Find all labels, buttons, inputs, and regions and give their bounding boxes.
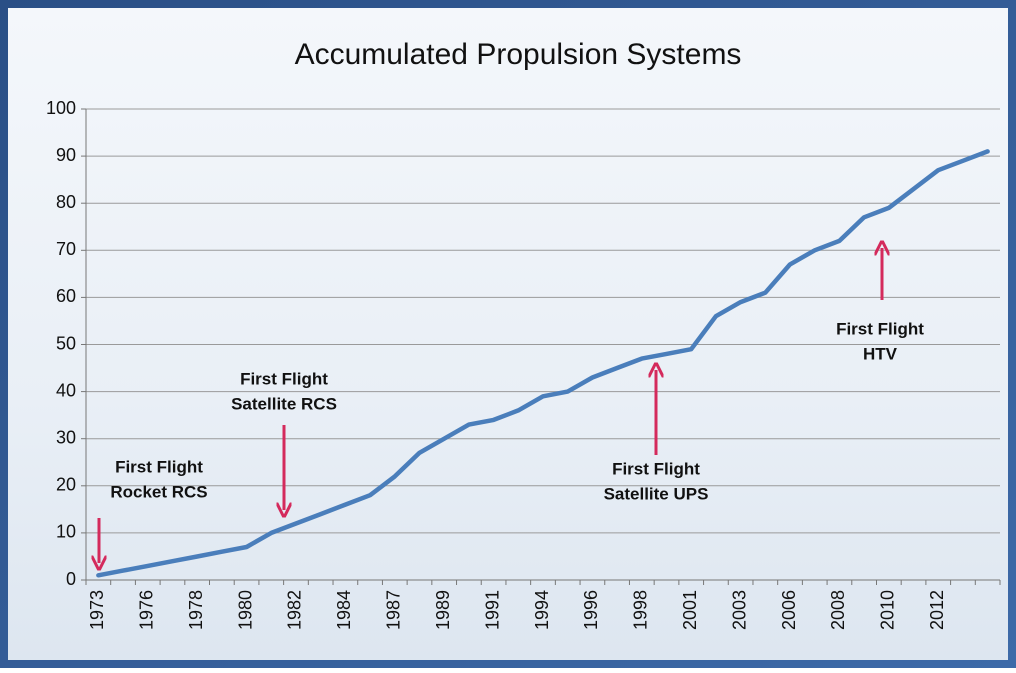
y-tick-label: 80 bbox=[56, 192, 76, 212]
chart: Accumulated Propulsion Systems 0 10 20 30 40… bbox=[0, 0, 1016, 668]
x-tick-label: 1996 bbox=[581, 590, 601, 630]
annotation-text: First Flight bbox=[240, 369, 328, 388]
x-tick-label: 1978 bbox=[186, 590, 206, 630]
x-tick-label: 1982 bbox=[285, 590, 305, 630]
y-tick-label: 90 bbox=[56, 145, 76, 165]
annotation-text: HTV bbox=[863, 344, 898, 363]
y-tick-label: 70 bbox=[56, 239, 76, 259]
y-tick-label: 40 bbox=[56, 380, 76, 400]
annotation-text: First Flight bbox=[612, 459, 700, 478]
x-tick-label: 2008 bbox=[828, 590, 848, 630]
y-tick-label: 0 bbox=[66, 569, 76, 589]
annotation-text: Rocket RCS bbox=[110, 482, 207, 501]
chart-title: Accumulated Propulsion Systems bbox=[295, 38, 742, 71]
y-tick-label: 60 bbox=[56, 286, 76, 306]
y-tick-label: 10 bbox=[56, 522, 76, 542]
x-tick-label: 1984 bbox=[334, 590, 354, 630]
x-tick-label: 2012 bbox=[927, 590, 947, 630]
x-tick-label: 1987 bbox=[384, 590, 404, 630]
x-tick-label: 1994 bbox=[532, 590, 552, 630]
x-tick-label: 2006 bbox=[779, 590, 799, 630]
y-tick-label: 30 bbox=[56, 427, 76, 447]
x-tick-label: 1980 bbox=[235, 590, 255, 630]
x-tick-label: 2010 bbox=[878, 590, 898, 630]
annotation-text: First Flight bbox=[836, 319, 924, 338]
x-tick-label: 2003 bbox=[729, 590, 749, 630]
x-tick-label: 2001 bbox=[680, 590, 700, 630]
y-tick-label: 100 bbox=[46, 98, 76, 118]
y-tick-label: 20 bbox=[56, 475, 76, 495]
x-tick-label: 1976 bbox=[137, 590, 157, 630]
x-tick-label: 1973 bbox=[87, 590, 107, 630]
x-tick-label: 1991 bbox=[482, 590, 502, 630]
annotation-text: Satellite UPS bbox=[604, 484, 709, 503]
x-tick-label: 1998 bbox=[631, 590, 651, 630]
y-tick-label: 50 bbox=[56, 333, 76, 353]
x-tick-label: 1989 bbox=[433, 590, 453, 630]
annotation-text: First Flight bbox=[115, 457, 203, 476]
annotation-text: Satellite RCS bbox=[231, 394, 337, 413]
